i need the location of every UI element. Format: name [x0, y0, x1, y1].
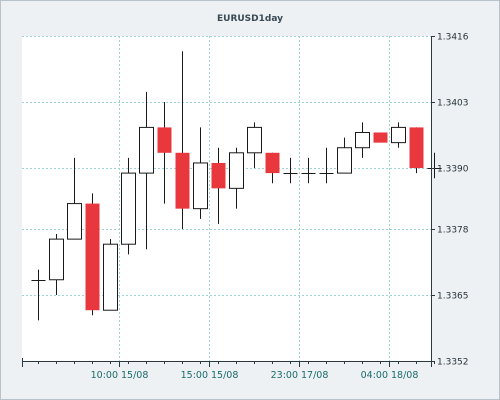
plot-area: [22, 36, 431, 361]
candle-body: [355, 131, 370, 149]
candle-body: [121, 172, 136, 245]
candle-body: [265, 152, 280, 174]
candle: [409, 127, 424, 174]
candle: [85, 193, 100, 316]
x-tick-label: 15:00 15/08: [181, 370, 239, 381]
x-tick-label: 04:00 18/08: [361, 370, 419, 381]
candle-body: [391, 126, 406, 144]
candle: [211, 147, 226, 224]
candle: [229, 147, 244, 209]
candle-body: [85, 203, 100, 311]
y-tick-label: 1.3390: [437, 165, 469, 175]
candle: [283, 157, 298, 184]
y-tick-label: 1.3365: [437, 292, 469, 302]
candle-body: [49, 238, 64, 281]
chart-title: EURUSD1day: [217, 14, 283, 24]
candle: [301, 157, 316, 184]
y-tick-label: 1.3416: [437, 33, 469, 43]
candle: [247, 122, 262, 169]
x-axis-ticks: 10:00 15/08 15:00 15/08 23:00 17/08 04:00 1…: [38, 361, 435, 381]
candle: [49, 234, 64, 295]
candle: [31, 269, 46, 321]
candle-body: [409, 127, 424, 169]
candle: [319, 147, 334, 184]
candle: [175, 51, 190, 229]
candle-body: [175, 152, 190, 209]
candle-body: [373, 132, 388, 143]
y-axis-ticks: 1.3416 1.3403 1.3390 1.3378 1.3365 1.3352: [431, 33, 469, 368]
y-tick-label: 1.3352: [437, 358, 469, 368]
candle: [355, 122, 370, 158]
y-tick-label: 1.3403: [437, 99, 469, 109]
y-tick-label: 1.3378: [437, 226, 469, 236]
candle: [373, 132, 388, 143]
x-tick-label: 10:00 15/08: [91, 370, 149, 381]
candle: [121, 157, 136, 255]
candle: [157, 102, 172, 204]
candle: [193, 127, 208, 219]
candles: [31, 51, 442, 321]
candle: [67, 157, 82, 240]
candle-body: [193, 162, 208, 210]
x-tick-label: 23:00 17/08: [271, 370, 329, 381]
candle-body: [103, 243, 118, 311]
candle: [265, 152, 280, 184]
candle: [103, 239, 118, 311]
candle-body: [337, 147, 352, 174]
candle-body: [139, 126, 154, 174]
candle-body: [157, 127, 172, 153]
candle: [139, 91, 154, 250]
candle-body: [229, 152, 244, 189]
candle: [337, 137, 352, 174]
candle: [391, 122, 406, 148]
candle-body: [67, 203, 82, 240]
candle-body: [211, 162, 226, 189]
candle-body: [247, 126, 262, 154]
